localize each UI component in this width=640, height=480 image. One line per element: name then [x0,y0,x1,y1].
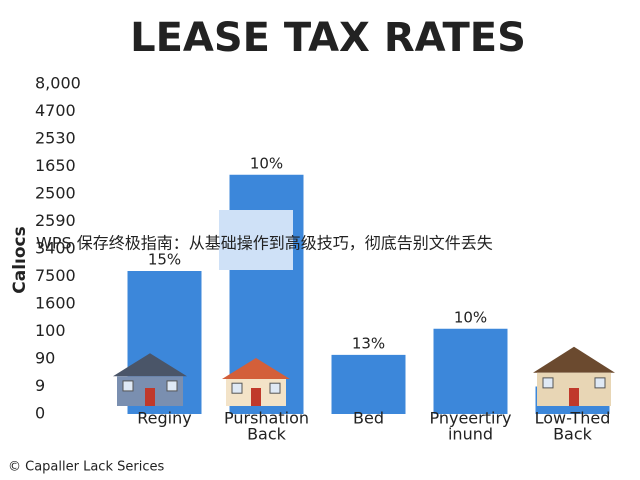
house-icon [113,353,187,406]
bar-label: 15% [148,251,181,269]
house-door [251,388,261,406]
house-window [231,382,243,394]
chart-title: LEASE TAX RATES [130,15,526,61]
bar-label: 10% [454,308,487,326]
y-axis-label: Calıocs [10,226,30,293]
footer: © Capaller Lack Serices [8,460,164,475]
bar [331,354,406,414]
house-window [166,380,178,392]
house-icon [533,346,615,406]
x-tick-label: Back [553,425,593,444]
x-tick-label: Purshation [224,409,309,428]
house-window [122,380,134,392]
x-tick-label: Reginy [137,409,191,428]
y-tick-label: 7500 [35,266,76,285]
house-roof [113,353,187,377]
y-tick-label: 1600 [35,294,76,313]
y-tick-label: 4700 [35,101,76,120]
house-window [542,377,554,389]
x-tick-label: inund [448,425,493,444]
house-window [594,377,606,389]
y-tick-label: 2590 [35,211,76,230]
bar [433,328,508,414]
house-roof [222,358,290,379]
x-tick-label: Bed [353,409,384,428]
y-tick-label: 100 [35,321,66,340]
house-roof [533,346,615,373]
y-tick-label: 2500 [35,184,76,203]
bar-label: 13% [352,334,385,352]
house-door [569,388,579,406]
watermark-band [219,210,293,270]
y-tick-label: 0 [35,404,45,423]
house-window [269,382,281,394]
bar-label: 10% [250,154,283,172]
house-icon [222,358,290,406]
y-tick-label: 8,000 [35,74,81,93]
y-tick-label: 9 [35,376,45,395]
x-tick-label: Pnyeertiry [429,409,511,428]
y-tick-label: 2530 [35,129,76,148]
y-tick-label: 1650 [35,156,76,175]
watermark-text: WPS 保存终极指南：从基础操作到高级技巧，彻底告别文件丢失 [36,234,493,253]
x-tick-label: Low-Thed [535,409,611,428]
y-tick-label: 3400 [35,239,76,258]
y-tick-label: 90 [35,349,55,368]
x-tick-label: Back [247,425,287,444]
house-door [145,388,155,406]
